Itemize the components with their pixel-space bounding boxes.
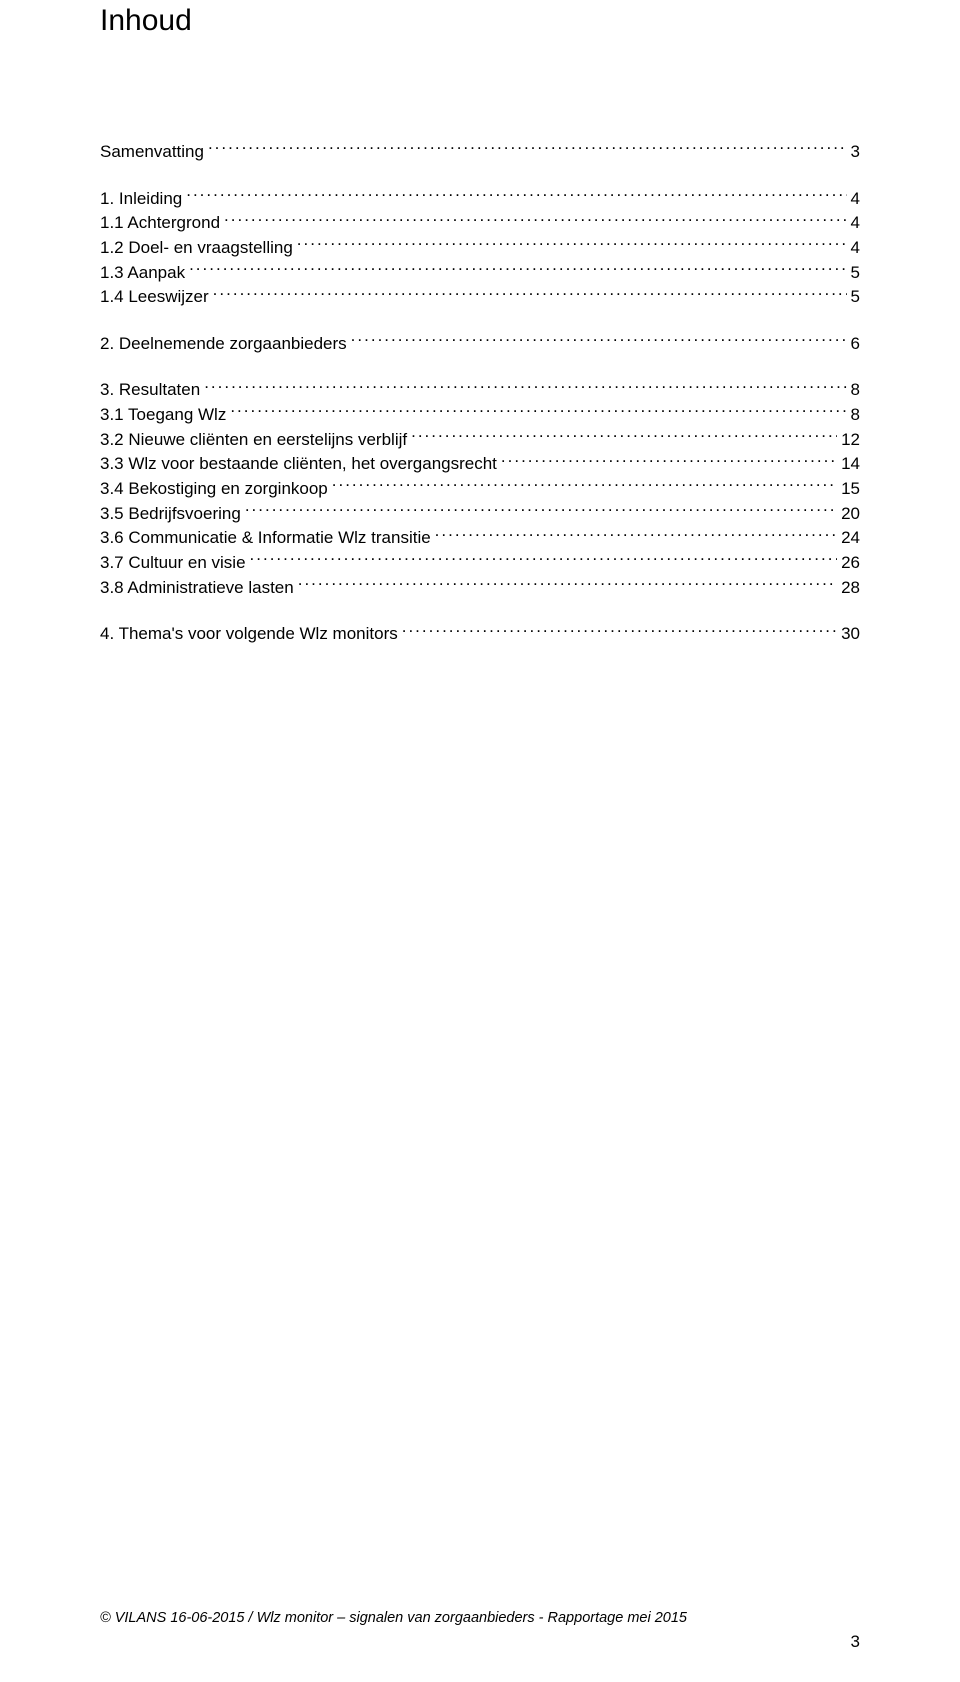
toc-label: 3.6 Communicatie & Informatie Wlz transi… bbox=[100, 526, 431, 551]
toc-leader-dots bbox=[250, 551, 838, 568]
table-of-contents: Samenvatting31. Inleiding41.1 Achtergron… bbox=[100, 118, 860, 647]
toc-group-gap bbox=[100, 600, 860, 622]
toc-leader-dots bbox=[213, 285, 847, 302]
toc-row: 3.4 Bekostiging en zorginkoop 15 bbox=[100, 477, 860, 502]
toc-page-number: 6 bbox=[851, 332, 860, 357]
toc-row: 1.4 Leeswijzer 5 bbox=[100, 285, 860, 310]
toc-leader-dots bbox=[501, 452, 837, 469]
toc-label: 3. Resultaten bbox=[100, 378, 200, 403]
toc-label: 1.3 Aanpak bbox=[100, 261, 185, 286]
toc-leader-dots bbox=[189, 261, 846, 278]
toc-row: 4. Thema's voor volgende Wlz monitors 30 bbox=[100, 622, 860, 647]
toc-page-number: 8 bbox=[851, 378, 860, 403]
toc-row: 3.5 Bedrijfsvoering 20 bbox=[100, 502, 860, 527]
toc-leader-dots bbox=[204, 378, 846, 395]
toc-label: 1.2 Doel- en vraagstelling bbox=[100, 236, 293, 261]
document-page: Inhoud Samenvatting31. Inleiding41.1 Ach… bbox=[0, 0, 960, 1682]
page-title: Inhoud bbox=[100, 0, 860, 38]
toc-page-number: 15 bbox=[841, 477, 860, 502]
toc-page-number: 5 bbox=[851, 261, 860, 286]
toc-row: Samenvatting 3 bbox=[100, 140, 860, 165]
toc-page-number: 4 bbox=[851, 236, 860, 261]
toc-row: 3.7 Cultuur en visie 26 bbox=[100, 551, 860, 576]
toc-label: 1.4 Leeswijzer bbox=[100, 285, 209, 310]
toc-label: 3.5 Bedrijfsvoering bbox=[100, 502, 241, 527]
toc-page-number: 28 bbox=[841, 576, 860, 601]
toc-page-number: 20 bbox=[841, 502, 860, 527]
toc-label: 3.2 Nieuwe cliënten en eerstelijns verbl… bbox=[100, 428, 407, 453]
toc-leader-dots bbox=[351, 332, 847, 349]
toc-row: 1.3 Aanpak 5 bbox=[100, 261, 860, 286]
toc-row: 3. Resultaten 8 bbox=[100, 378, 860, 403]
toc-row: 1.2 Doel- en vraagstelling 4 bbox=[100, 236, 860, 261]
toc-row: 1.1 Achtergrond 4 bbox=[100, 211, 860, 236]
toc-page-number: 3 bbox=[851, 140, 860, 165]
footer-line: © VILANS 16-06-2015 / Wlz monitor – sign… bbox=[100, 1610, 860, 1626]
toc-page-number: 14 bbox=[841, 452, 860, 477]
toc-leader-dots bbox=[297, 236, 847, 253]
toc-leader-dots bbox=[186, 187, 846, 204]
toc-label: 3.4 Bekostiging en zorginkoop bbox=[100, 477, 328, 502]
toc-group-gap bbox=[100, 118, 860, 140]
toc-page-number: 12 bbox=[841, 428, 860, 453]
toc-group-gap bbox=[100, 310, 860, 332]
toc-page-number: 26 bbox=[841, 551, 860, 576]
toc-row: 2. Deelnemende zorgaanbieders 6 bbox=[100, 332, 860, 357]
toc-label: 1. Inleiding bbox=[100, 187, 182, 212]
toc-row: 3.3 Wlz voor bestaande cliënten, het ove… bbox=[100, 452, 860, 477]
toc-leader-dots bbox=[230, 403, 846, 420]
toc-leader-dots bbox=[435, 526, 837, 543]
toc-label: 4. Thema's voor volgende Wlz monitors bbox=[100, 622, 398, 647]
toc-leader-dots bbox=[224, 211, 847, 228]
toc-label: 1.1 Achtergrond bbox=[100, 211, 220, 236]
toc-page-number: 24 bbox=[841, 526, 860, 551]
toc-row: 3.6 Communicatie & Informatie Wlz transi… bbox=[100, 526, 860, 551]
toc-leader-dots bbox=[332, 477, 837, 494]
toc-label: 2. Deelnemende zorgaanbieders bbox=[100, 332, 347, 357]
toc-page-number: 4 bbox=[851, 187, 860, 212]
page-number: 3 bbox=[851, 1632, 860, 1652]
toc-row: 1. Inleiding 4 bbox=[100, 187, 860, 212]
toc-page-number: 30 bbox=[841, 622, 860, 647]
toc-label: Samenvatting bbox=[100, 140, 204, 165]
toc-row: 3.2 Nieuwe cliënten en eerstelijns verbl… bbox=[100, 428, 860, 453]
toc-label: 3.8 Administratieve lasten bbox=[100, 576, 294, 601]
toc-page-number: 8 bbox=[851, 403, 860, 428]
toc-row: 3.8 Administratieve lasten 28 bbox=[100, 576, 860, 601]
toc-group-gap bbox=[100, 165, 860, 187]
toc-leader-dots bbox=[245, 502, 837, 519]
toc-page-number: 5 bbox=[851, 285, 860, 310]
toc-leader-dots bbox=[298, 576, 837, 593]
toc-label: 3.3 Wlz voor bestaande cliënten, het ove… bbox=[100, 452, 497, 477]
toc-leader-dots bbox=[402, 622, 837, 639]
toc-group-gap bbox=[100, 356, 860, 378]
toc-row: 3.1 Toegang Wlz 8 bbox=[100, 403, 860, 428]
toc-leader-dots bbox=[208, 140, 847, 157]
toc-leader-dots bbox=[411, 428, 837, 445]
toc-page-number: 4 bbox=[851, 211, 860, 236]
toc-label: 3.1 Toegang Wlz bbox=[100, 403, 226, 428]
toc-label: 3.7 Cultuur en visie bbox=[100, 551, 246, 576]
